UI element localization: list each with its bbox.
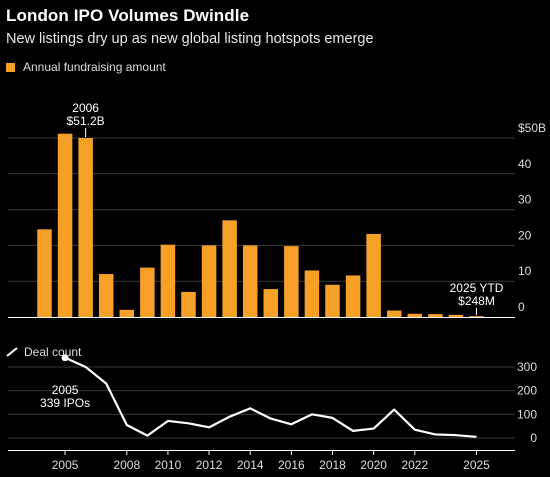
line-y-tick-label: 300 [517,360,537,374]
chart-subtitle: New listings dry up as new global listin… [6,31,374,47]
bar-annotation-text: $51.2B [67,114,105,128]
bar-annotation-text: 2025 YTD [450,281,504,295]
bar-2011 [181,291,196,317]
bar-2012 [201,245,217,317]
line-y-tick-label: 200 [517,384,537,398]
bar-2017 [304,270,320,317]
bar-2020 [366,233,381,317]
line-y-tick-label: 100 [517,407,537,421]
x-tick-label: 2020 [360,458,387,472]
bar-2019 [345,275,361,317]
x-tick-label: 2018 [319,458,346,472]
bar-y-tick-label: 30 [518,193,532,207]
x-tick-label: 2008 [113,458,140,472]
bar-2004 [37,229,52,317]
bar-annotation-text: 2006 [72,101,99,115]
bar-2013 [222,220,237,317]
bar-2016 [284,246,299,317]
x-tick-label: 2010 [155,458,182,472]
deal-count-line [64,356,477,438]
bar-y-tick-label: $50B [518,121,546,135]
x-tick-label: 2014 [237,458,264,472]
bar-y-tick-label: 20 [518,228,532,242]
bar-2014 [242,245,258,317]
bar-2022 [407,313,423,317]
bar-2007 [98,274,114,317]
bar-y-tick-label: 40 [518,157,532,171]
line-y-tick-label: 0 [530,431,537,445]
bar-2010 [160,244,176,317]
bar-2021 [386,310,402,317]
bar-2024 [448,314,464,317]
x-tick-label: 2016 [278,458,305,472]
bar-2008 [119,309,135,317]
bar-legend: Annual fundraising amount [6,60,166,74]
x-tick-label: 2022 [401,458,428,472]
bar-legend-label: Annual fundraising amount [23,60,166,74]
bar-2025 [469,316,484,317]
bar-annotation-text: $248M [458,294,495,308]
chart-title: London IPO Volumes Dwindle [6,6,250,25]
bar-legend-swatch [6,62,15,72]
bar-2015 [263,289,279,317]
bar-2009 [140,267,155,317]
x-tick-label: 2025 [463,458,490,472]
x-tick-label: 2005 [52,458,79,472]
bar-2023 [428,314,443,317]
deal-count-marker-2005 [61,354,69,362]
line-annotation-text: 339 IPOs [40,396,90,410]
line-annotation-text: 2005 [52,383,79,397]
line-legend-icon [6,347,18,357]
bar-y-tick-label: 10 [518,264,532,278]
bar-y-tick-label: 0 [518,300,525,314]
x-tick-label: 2012 [196,458,223,472]
bar-2005 [57,133,73,317]
bar-2018 [325,284,340,317]
bar-2006 [78,138,93,317]
